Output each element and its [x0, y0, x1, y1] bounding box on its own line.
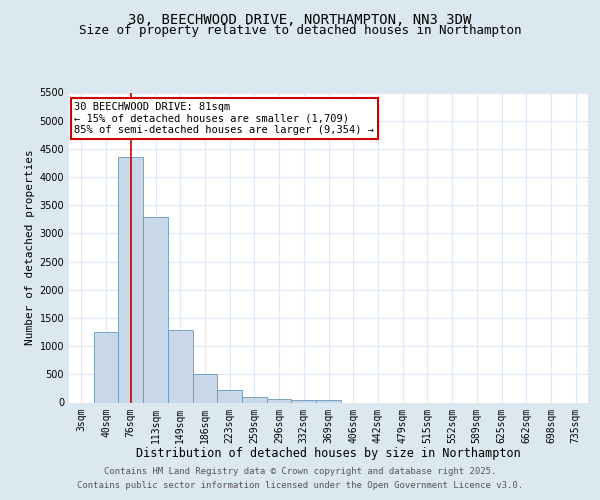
Bar	[94, 332, 118, 402]
Bar	[143, 216, 168, 402]
Bar	[168, 330, 193, 402]
X-axis label: Distribution of detached houses by size in Northampton: Distribution of detached houses by size …	[136, 447, 521, 460]
Bar	[193, 374, 217, 402]
Text: 30, BEECHWOOD DRIVE, NORTHAMPTON, NN3 3DW: 30, BEECHWOOD DRIVE, NORTHAMPTON, NN3 3D…	[128, 12, 472, 26]
Bar	[118, 158, 143, 402]
Text: 30 BEECHWOOD DRIVE: 81sqm
← 15% of detached houses are smaller (1,709)
85% of se: 30 BEECHWOOD DRIVE: 81sqm ← 15% of detac…	[74, 102, 374, 135]
Text: Contains HM Land Registry data © Crown copyright and database right 2025.: Contains HM Land Registry data © Crown c…	[104, 467, 496, 476]
Bar	[292, 400, 316, 402]
Y-axis label: Number of detached properties: Number of detached properties	[25, 150, 35, 346]
Bar	[316, 400, 341, 402]
Bar	[267, 399, 292, 402]
Text: Size of property relative to detached houses in Northampton: Size of property relative to detached ho…	[79, 24, 521, 37]
Bar	[217, 390, 242, 402]
Text: Contains public sector information licensed under the Open Government Licence v3: Contains public sector information licen…	[77, 481, 523, 490]
Bar	[242, 398, 267, 402]
